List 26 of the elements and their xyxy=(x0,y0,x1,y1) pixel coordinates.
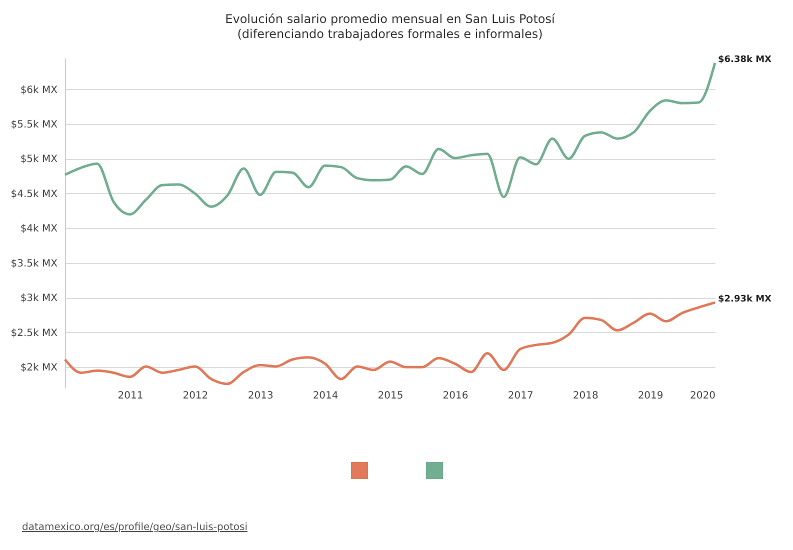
y-tick-label: $2.5k MX xyxy=(10,328,58,339)
annotation: $2.93k MX xyxy=(718,294,772,305)
x-tick-label: 2013 xyxy=(248,390,274,402)
x-tick-label: 2014 xyxy=(312,390,338,402)
y-tick-label: $3.5k MX xyxy=(10,258,58,270)
y-tick-label: $4k MX xyxy=(20,224,58,235)
y-tick-label: $4.5k MX xyxy=(10,188,58,200)
chart-subtitle: (diferenciando trabajadores formales e informales) xyxy=(237,26,543,41)
y-tick-label: $5k MX xyxy=(20,154,58,166)
x-tick-label: 2012 xyxy=(182,390,208,402)
line-series xyxy=(64,62,716,216)
y-tick-label: $2k MX xyxy=(20,362,58,374)
y-tick-label: $5.5k MX xyxy=(10,120,58,130)
y-tick-label: $3k MX xyxy=(20,293,58,304)
x-tick-label: 2019 xyxy=(638,390,664,402)
x-tick-label: 2016 xyxy=(442,390,468,402)
chart-title: Evolución salario promedio mensual en San Luis Potosí xyxy=(225,12,556,26)
x-tick-label: 2011 xyxy=(118,390,144,402)
y-tick-label: $6k MX xyxy=(20,84,58,96)
x-tick-label: 2020 xyxy=(690,390,716,402)
line-series xyxy=(64,301,716,386)
x-tick-label: 2018 xyxy=(572,390,598,402)
text: datamexico.org/es/profile/geo/san-luis-potosi xyxy=(22,522,248,533)
annotation: $6.38k MX xyxy=(718,54,772,65)
x-tick-label: 2017 xyxy=(508,390,534,402)
x-tick-label: 2015 xyxy=(378,390,404,402)
